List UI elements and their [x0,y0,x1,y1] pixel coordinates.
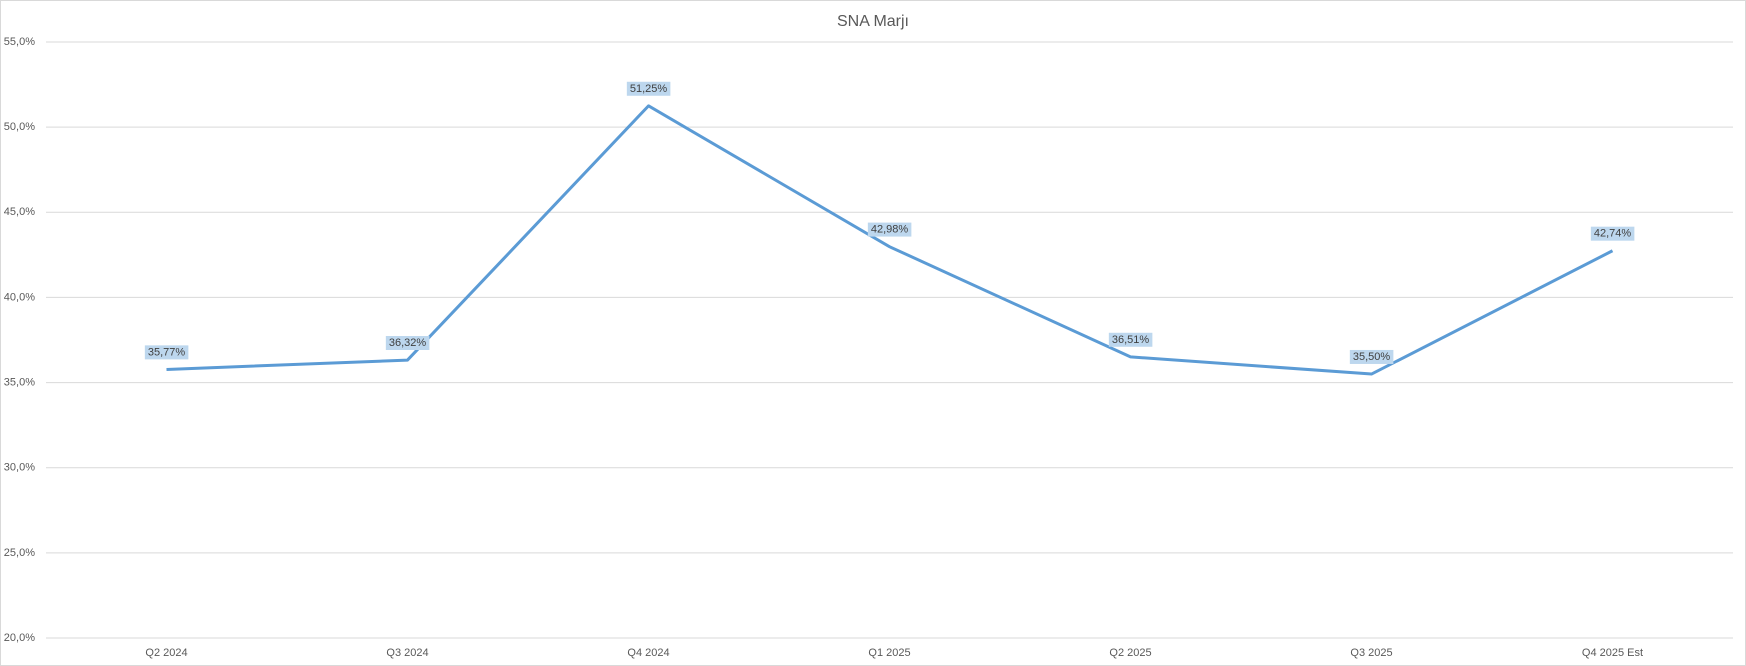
x-tick-label: Q4 2025 Est [1582,647,1643,659]
data-label-bg [1108,332,1153,347]
data-label: 36,32% [389,337,427,349]
x-tick-label: Q3 2024 [386,647,428,659]
y-tick-label: 55,0% [4,36,35,48]
data-label-bg [144,345,189,360]
data-label: 42,74% [1594,228,1632,240]
data-label-bg [867,222,912,237]
y-tick-label: 35,0% [4,376,35,388]
y-tick-label: 50,0% [4,121,35,133]
x-tick-label: Q2 2024 [145,647,187,659]
data-label-bg [626,81,671,96]
data-label: 35,77% [148,346,186,358]
data-label: 35,50% [1353,351,1391,363]
data-label-bg [1590,226,1635,241]
y-tick-label: 20,0% [4,632,35,644]
data-label: 42,98% [871,224,909,236]
line [166,104,1614,376]
x-tick-label: Q1 2025 [868,647,910,659]
x-tick-label: Q4 2024 [627,647,669,659]
chart-title: SNA Marjı [837,13,909,30]
y-tick-label: 45,0% [4,206,35,218]
y-tick-label: 40,0% [4,291,35,303]
y-tick-label: 30,0% [4,462,35,474]
data-label: 36,51% [1112,334,1150,346]
data-label-bg [1349,349,1394,364]
x-tick-label: Q3 2025 [1350,647,1392,659]
data-label: 51,25% [630,83,668,95]
y-tick-label: 25,0% [4,547,35,559]
x-tick-label: Q2 2025 [1109,647,1151,659]
data-label-bg [385,335,430,350]
